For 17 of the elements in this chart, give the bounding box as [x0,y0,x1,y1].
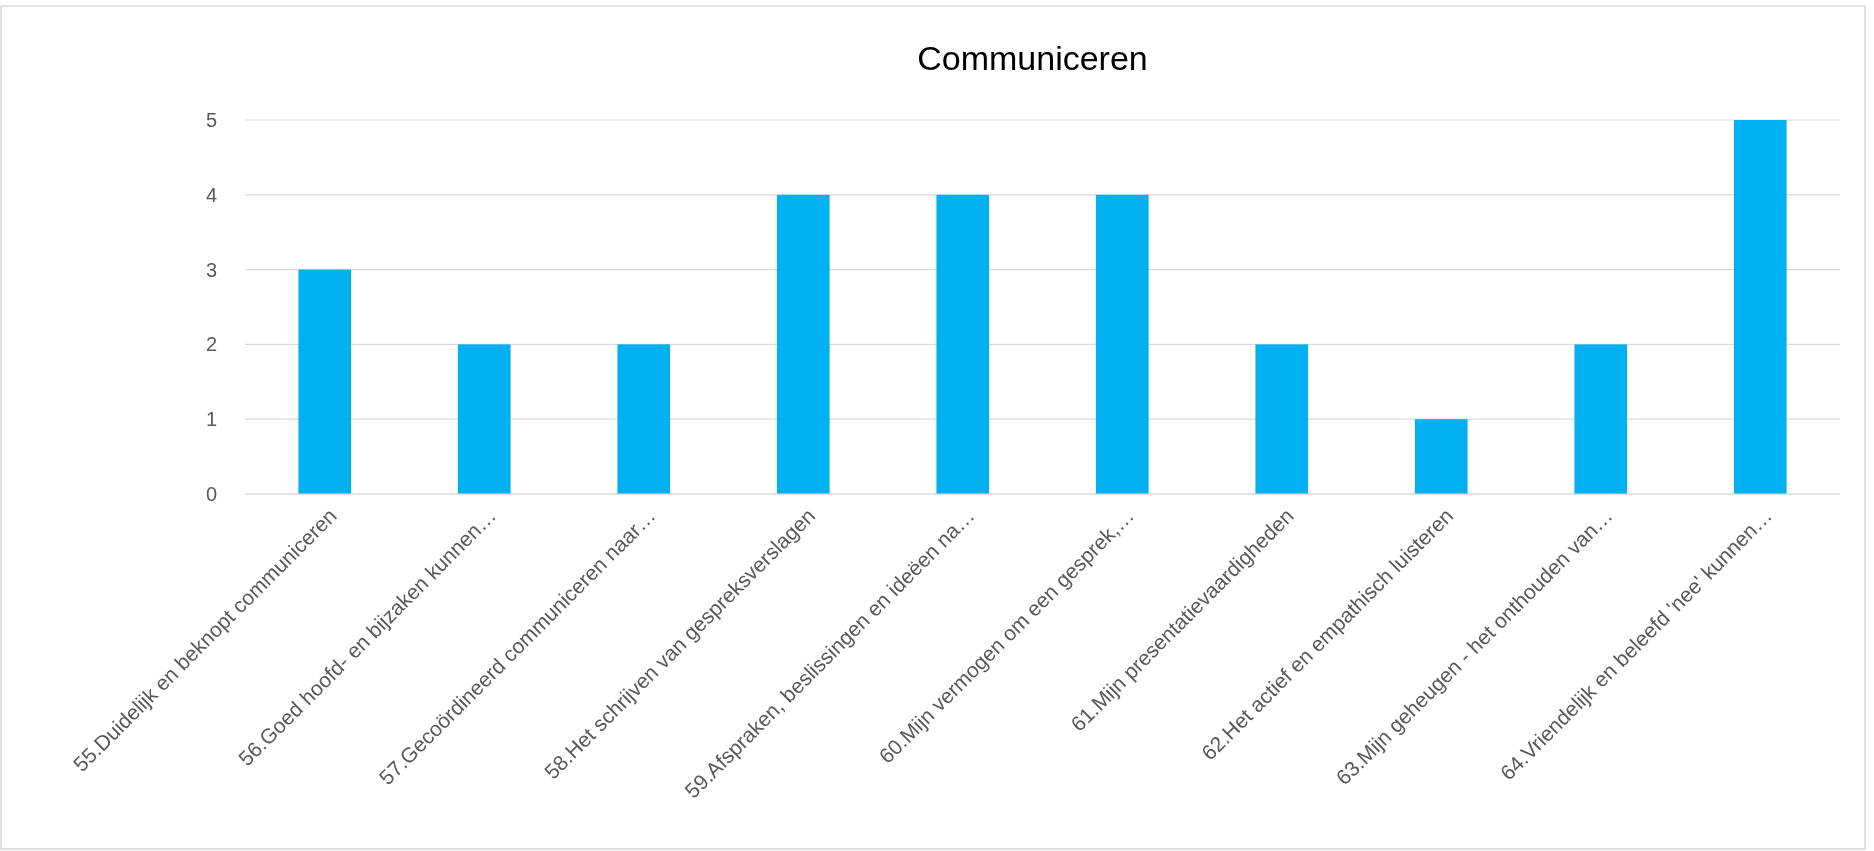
chart-title: Communiceren [917,39,1148,77]
y-tick-label: 2 [205,333,217,356]
bar [457,344,511,494]
y-tick-label: 1 [205,408,217,431]
bar [936,194,990,494]
bar [298,269,352,494]
bar [1733,120,1787,494]
bar [776,194,830,494]
y-tick-label: 4 [205,183,217,206]
y-tick-label: 3 [205,258,217,281]
bar [1095,194,1149,494]
bar [1574,344,1628,494]
y-tick-label: 0 [205,483,217,505]
y-tick-label: 5 [205,109,217,131]
bar [1414,419,1468,494]
bar [617,344,671,494]
bar [1255,344,1309,494]
